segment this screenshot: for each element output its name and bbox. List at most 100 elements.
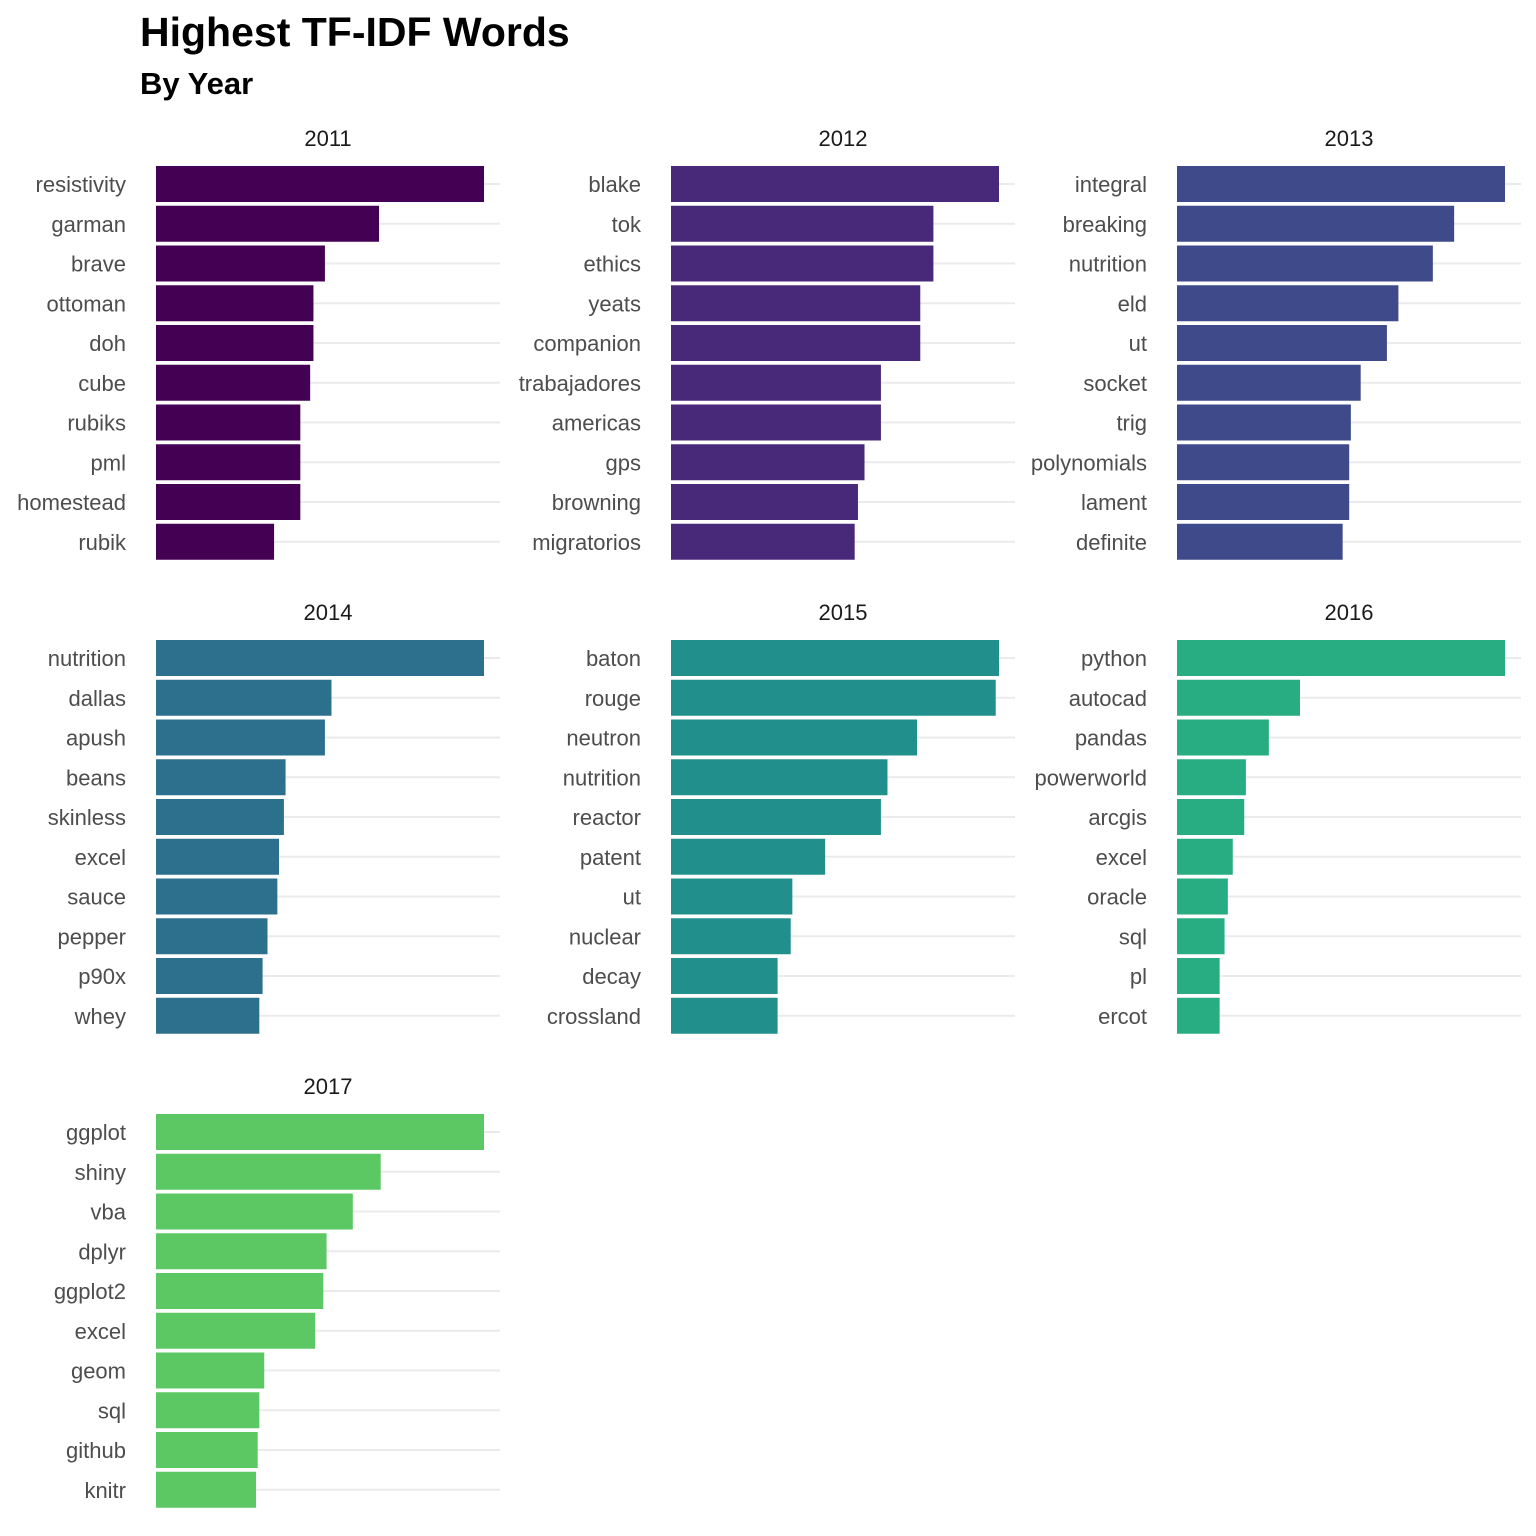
facet-panel-2011: 2011 resistivity garman brave ottoman doh cube… — [17, 126, 500, 560]
category-label: decay — [582, 964, 641, 989]
category-label: excel — [1096, 845, 1147, 870]
category-label: rouge — [585, 686, 641, 711]
category-label: resistivity — [36, 172, 126, 197]
facet-panel-2012: 2012 blake tok ethics yeats companion trabajad… — [519, 126, 1015, 560]
category-label: beans — [66, 765, 126, 790]
category-label: crossland — [547, 1004, 641, 1029]
category-label: nutrition — [563, 765, 641, 790]
bar-powerworld — [1177, 759, 1246, 796]
category-label: powerworld — [1035, 765, 1148, 790]
bar-nutrition — [1177, 245, 1433, 282]
facet-panel-2014: 2014 nutrition dallas apush beans skinless exc… — [48, 600, 500, 1034]
category-label: excel — [75, 845, 126, 870]
category-label: geom — [71, 1359, 126, 1384]
bar-pml — [156, 444, 301, 481]
bar-python — [1177, 640, 1505, 676]
category-label: brave — [71, 252, 126, 277]
bar-blake — [671, 166, 999, 202]
bar-ethics — [671, 245, 934, 282]
bar-nuclear — [671, 918, 791, 955]
bar-beans — [156, 759, 286, 796]
bar-oracle — [1177, 878, 1228, 915]
bar-autocad — [1177, 679, 1300, 716]
facet-label: 2016 — [1325, 600, 1374, 625]
bar-socket — [1177, 364, 1361, 401]
category-label: ggplot — [66, 1120, 126, 1145]
category-label: americas — [552, 411, 641, 436]
bar-rouge — [671, 679, 996, 716]
bar-baton — [671, 640, 999, 676]
category-label: sauce — [67, 885, 126, 910]
bar-github — [156, 1432, 258, 1468]
category-label: nutrition — [48, 646, 126, 671]
category-label: dallas — [69, 686, 126, 711]
bar-excel — [1177, 838, 1233, 875]
chart-title: Highest TF-IDF Words — [140, 9, 570, 55]
category-label: migratorios — [532, 530, 641, 555]
category-label: nuclear — [569, 924, 641, 949]
category-label: browning — [552, 490, 641, 515]
bar-brave — [156, 245, 325, 282]
category-label: autocad — [1069, 686, 1147, 711]
category-label: definite — [1076, 530, 1147, 555]
category-label: polynomials — [1031, 450, 1147, 475]
category-label: yeats — [588, 291, 641, 316]
bar-pandas — [1177, 719, 1269, 756]
bar-gps — [671, 444, 865, 481]
bar-nutrition — [156, 640, 484, 676]
facet-panel-2017: 2017 ggplot shiny vba dplyr ggplot2 excel geom s… — [54, 1074, 500, 1508]
category-label: baton — [586, 646, 641, 671]
bar-skinless — [156, 799, 284, 835]
bar-sql — [156, 1392, 260, 1429]
bar-neutron — [671, 719, 917, 756]
category-label: socket — [1083, 371, 1147, 396]
bar-ottoman — [156, 285, 314, 322]
category-label: p90x — [78, 964, 126, 989]
category-label: knitr — [84, 1478, 126, 1503]
category-label: ut — [1129, 331, 1147, 356]
category-label: cube — [78, 371, 126, 396]
facet-panel-2015: 2015 baton rouge neutron nutrition reactor pat… — [547, 600, 1015, 1034]
category-label: companion — [533, 331, 641, 356]
category-label: ut — [623, 885, 641, 910]
category-label: python — [1081, 646, 1147, 671]
category-label: vba — [91, 1200, 127, 1225]
facet-label: 2013 — [1325, 126, 1374, 151]
bar-lament — [1177, 484, 1350, 520]
bar-cube — [156, 364, 311, 401]
category-label: breaking — [1063, 212, 1147, 237]
category-label: arcgis — [1088, 805, 1147, 830]
category-label: whey — [74, 1004, 126, 1029]
bar-dallas — [156, 679, 332, 716]
category-label: pandas — [1075, 726, 1147, 751]
facet-label: 2014 — [304, 600, 353, 625]
category-label: trig — [1116, 411, 1147, 436]
bar-americas — [671, 404, 881, 441]
category-label: apush — [66, 726, 126, 751]
bar-p90x — [156, 958, 263, 994]
bar-yeats — [671, 285, 921, 322]
facet-label: 2017 — [304, 1074, 353, 1099]
bar-excel — [156, 838, 279, 875]
bar-doh — [156, 325, 314, 361]
category-label: nutrition — [1069, 252, 1147, 277]
bar-sql — [1177, 918, 1225, 955]
category-label: integral — [1075, 172, 1147, 197]
bar-vba — [156, 1193, 353, 1230]
bar-homestead — [156, 484, 301, 520]
bar-trabajadores — [671, 364, 881, 401]
category-label: lament — [1081, 490, 1147, 515]
bar-geom — [156, 1352, 265, 1389]
bar-ercot — [1177, 997, 1220, 1034]
category-label: ethics — [584, 252, 641, 277]
category-label: doh — [89, 331, 126, 356]
bar-patent — [671, 838, 826, 875]
facet-label: 2012 — [819, 126, 868, 151]
bar-polynomials — [1177, 444, 1350, 481]
category-label: skinless — [48, 805, 126, 830]
bar-trig — [1177, 404, 1351, 441]
category-label: patent — [580, 845, 641, 870]
bar-garman — [156, 205, 380, 242]
bar-integral — [1177, 166, 1505, 202]
category-label: gps — [606, 450, 641, 475]
